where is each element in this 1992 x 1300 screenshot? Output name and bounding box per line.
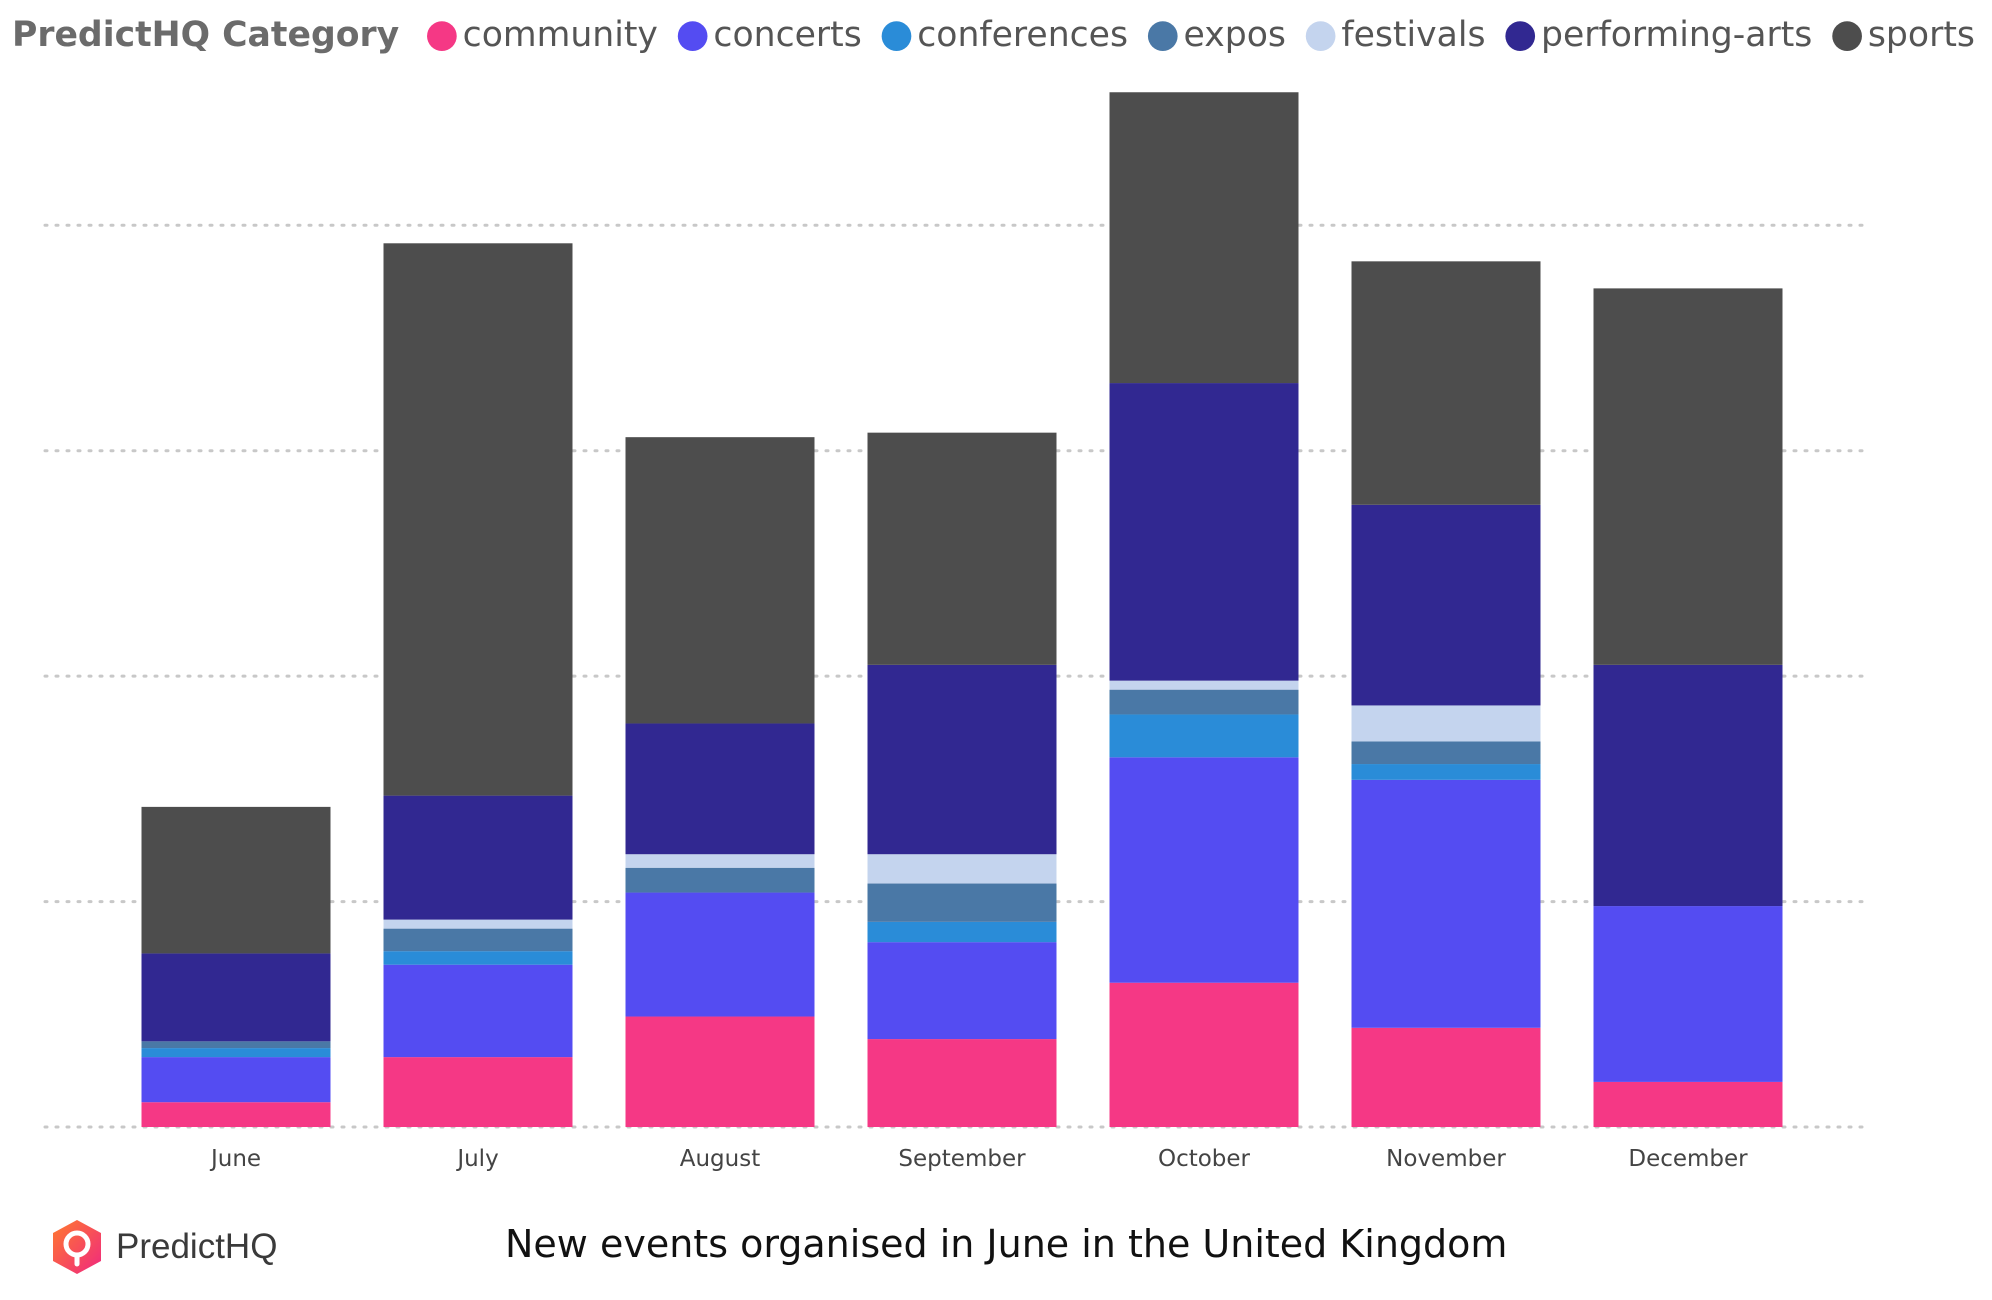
bar-concerts-august[interactable] (625, 892, 815, 1017)
bar-community-july[interactable] (383, 1057, 573, 1127)
bar-concerts-july[interactable] (383, 964, 573, 1058)
x-tick-label: December (1628, 1146, 1748, 1172)
bar-performing-arts-july[interactable] (383, 795, 573, 920)
legend-marker-festivals (1305, 21, 1336, 51)
legend-marker-expos (1147, 21, 1178, 51)
chart-caption: New events organised in June in the Unit… (505, 1222, 1508, 1266)
bar-conferences-june[interactable] (141, 1048, 331, 1058)
bars (141, 92, 1783, 1127)
bar-community-december[interactable] (1593, 1081, 1783, 1127)
legend-label-community[interactable]: community (463, 15, 658, 55)
bar-conferences-november[interactable] (1351, 764, 1541, 780)
predicthq-logo-icon (53, 1220, 101, 1274)
bar-performing-arts-october[interactable] (1109, 383, 1299, 681)
x-axis-ticks: June July August September October November De… (209, 1146, 1748, 1172)
legend-label-sports[interactable]: sports (1868, 15, 1975, 55)
bar-performing-arts-december[interactable] (1593, 664, 1783, 907)
bar-performing-arts-august[interactable] (625, 723, 815, 855)
x-tick-label: June (209, 1146, 261, 1172)
bar-sports-october[interactable] (1109, 92, 1299, 384)
bar-concerts-november[interactable] (1351, 779, 1541, 1028)
x-tick-label: October (1158, 1146, 1251, 1172)
legend-marker-performing-arts (1505, 21, 1536, 51)
x-tick-label: August (680, 1146, 761, 1172)
bar-community-june[interactable] (141, 1102, 331, 1127)
legend-label-conferences[interactable]: conferences (917, 15, 1128, 55)
bar-community-october[interactable] (1109, 982, 1299, 1127)
legend-marker-conferences (881, 21, 912, 51)
bar-sports-november[interactable] (1351, 261, 1541, 505)
bar-expos-november[interactable] (1351, 741, 1541, 765)
legend: PredictHQ Category community concerts conf… (12, 15, 1975, 55)
bar-festivals-october[interactable] (1109, 680, 1299, 690)
bar-conferences-september[interactable] (867, 921, 1057, 943)
bar-expos-october[interactable] (1109, 689, 1299, 715)
bar-community-september[interactable] (867, 1039, 1057, 1127)
bar-community-august[interactable] (625, 1016, 815, 1127)
bar-performing-arts-november[interactable] (1351, 504, 1541, 706)
bar-festivals-july[interactable] (383, 919, 573, 929)
bar-performing-arts-june[interactable] (141, 953, 331, 1042)
legend-label-expos[interactable]: expos (1184, 15, 1286, 55)
legend-label-festivals[interactable]: festivals (1341, 15, 1485, 55)
bar-concerts-october[interactable] (1109, 757, 1299, 983)
legend-label-concerts[interactable]: concerts (713, 15, 861, 55)
bar-conferences-july[interactable] (383, 951, 573, 965)
bar-expos-september[interactable] (867, 883, 1057, 922)
brand-name: PredictHQ (116, 1227, 278, 1266)
bar-expos-june[interactable] (141, 1041, 331, 1049)
bar-festivals-august[interactable] (625, 854, 815, 868)
bar-sports-december[interactable] (1593, 288, 1783, 665)
bar-sports-july[interactable] (383, 243, 573, 796)
x-tick-label: September (898, 1146, 1026, 1172)
legend-marker-community (427, 21, 457, 51)
x-tick-label: July (455, 1146, 498, 1172)
bar-concerts-june[interactable] (141, 1057, 331, 1103)
bar-festivals-september[interactable] (867, 854, 1057, 884)
legend-marker-concerts (677, 21, 708, 51)
brand-logo: PredictHQ (50, 1218, 277, 1276)
bar-concerts-december[interactable] (1593, 906, 1783, 1082)
bar-sports-june[interactable] (141, 806, 331, 954)
bar-festivals-november[interactable] (1351, 705, 1541, 742)
bar-conferences-october[interactable] (1109, 714, 1299, 758)
bar-sports-september[interactable] (867, 432, 1057, 665)
legend-label-performing-arts[interactable]: performing-arts (1541, 15, 1812, 55)
legend-marker-sports (1832, 21, 1862, 51)
x-tick-label: November (1386, 1146, 1506, 1172)
bar-expos-august[interactable] (625, 867, 815, 893)
legend-title: PredictHQ Category (12, 15, 399, 55)
bar-community-november[interactable] (1351, 1027, 1541, 1127)
bar-performing-arts-september[interactable] (867, 664, 1057, 855)
bar-expos-july[interactable] (383, 928, 573, 952)
bar-sports-august[interactable] (625, 437, 815, 724)
bar-concerts-september[interactable] (867, 942, 1057, 1040)
